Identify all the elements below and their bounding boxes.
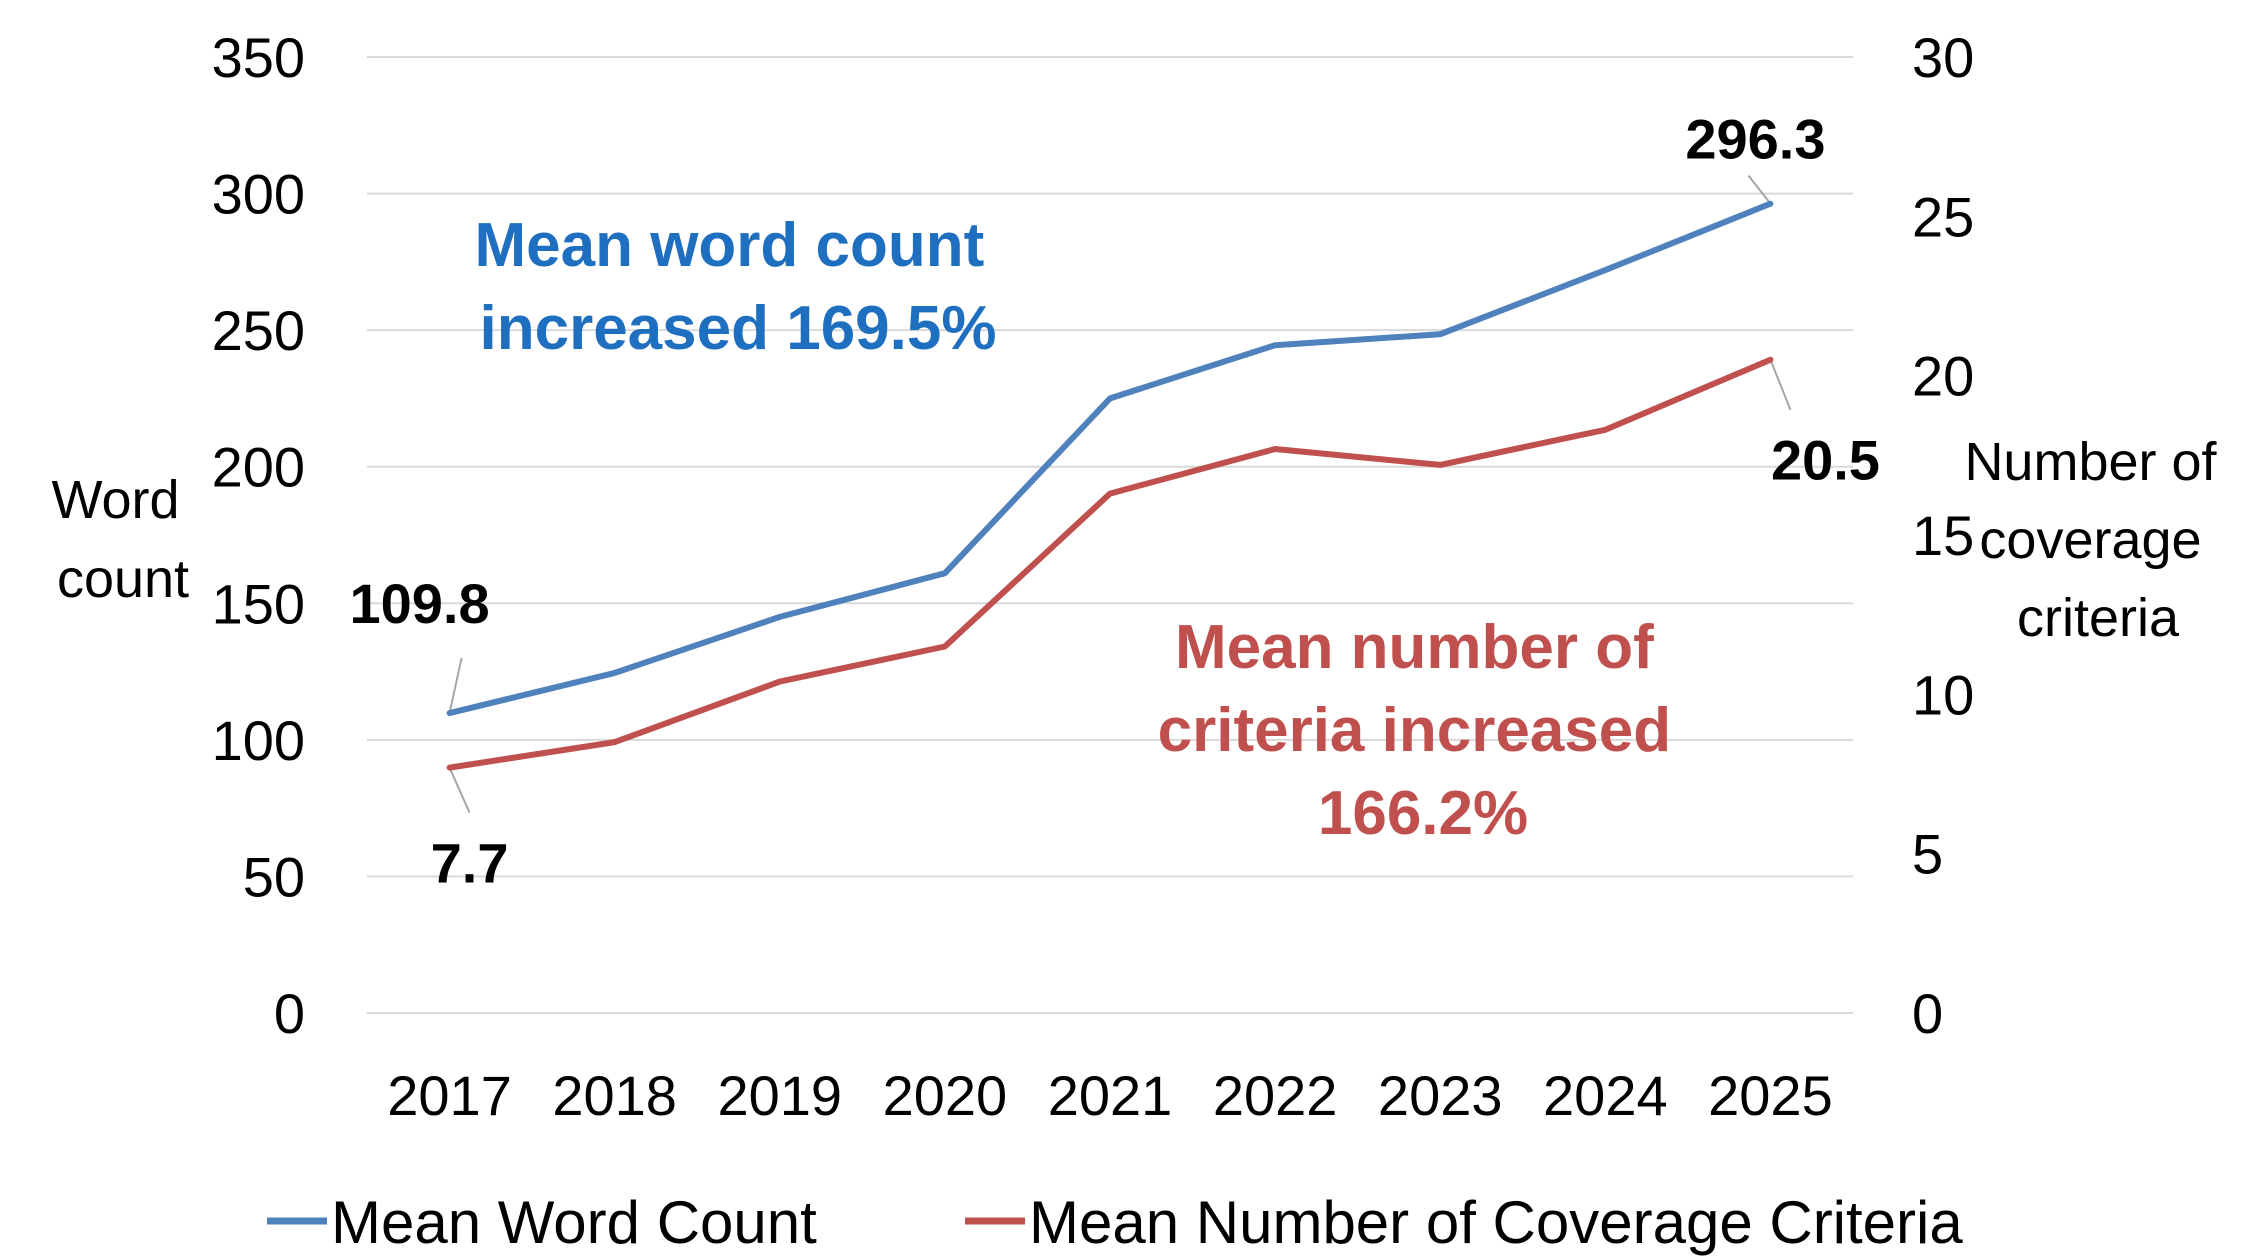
legend: Mean Word Count Mean Number of Coverage … — [267, 1189, 1963, 1256]
y-right-axis-title: Number of coverage criteria — [1964, 432, 2231, 648]
x-tick-label: 2022 — [1213, 1064, 1338, 1127]
y-left-tick-label: 300 — [212, 163, 305, 226]
x-tick-label: 2018 — [552, 1064, 677, 1127]
x-tick-labels: 2017 2018 2019 2020 2021 2022 2023 2024 2025 — [387, 1064, 1832, 1127]
series-line-0 — [446, 200, 1774, 717]
data-label: 20.5 — [1771, 429, 1880, 492]
y-right-tick-label: 25 — [1912, 185, 1974, 248]
x-tick-label: 2024 — [1543, 1064, 1668, 1127]
criteria-annotation: Mean number of criteria increased 166.2% — [1158, 613, 1689, 848]
series-1-point — [1107, 491, 1113, 497]
series-0-point — [1767, 201, 1773, 207]
y-right-tick-label: 20 — [1912, 345, 1974, 408]
y-left-tick-labels: 0 50 100 150 200 250 300 350 — [212, 26, 305, 1045]
y-left-tick-label: 350 — [212, 26, 305, 89]
data-labels: 109.8 296.3 7.7 20.5 — [349, 108, 1879, 895]
x-tick-label: 2017 — [387, 1064, 512, 1127]
series-0-point — [1107, 395, 1113, 401]
series-1-point — [1437, 462, 1443, 468]
series-0-point — [1602, 267, 1608, 273]
x-tick-label: 2020 — [883, 1064, 1008, 1127]
y-left-tick-label: 100 — [212, 709, 305, 772]
series-1-point — [1602, 427, 1608, 433]
leader-line — [1769, 359, 1792, 411]
series-line-1 — [446, 356, 1774, 771]
series-1-point — [1767, 357, 1773, 363]
leader-line — [448, 767, 471, 814]
series-lines — [446, 200, 1774, 771]
series-1-point — [942, 644, 948, 650]
y-left-tick-label: 200 — [212, 436, 305, 499]
x-tick-label: 2019 — [717, 1064, 842, 1127]
y-right-tick-label: 30 — [1912, 26, 1974, 89]
series-1-point — [777, 679, 783, 685]
x-tick-label: 2021 — [1048, 1064, 1173, 1127]
word-count-annotation: Mean word count increased 169.5% — [474, 211, 1001, 363]
y-right-tick-label: 15 — [1912, 504, 1974, 567]
y-left-tick-label: 50 — [243, 845, 305, 908]
x-tick-label: 2025 — [1708, 1064, 1833, 1127]
gridlines — [367, 56, 1853, 1014]
data-label: 296.3 — [1685, 108, 1825, 171]
data-label: 109.8 — [349, 572, 489, 635]
series-0-point — [1437, 331, 1443, 337]
x-tick-label: 2023 — [1378, 1064, 1503, 1127]
y-left-axis-title: Word count — [51, 470, 194, 609]
y-left-tick-label: 250 — [212, 299, 305, 362]
y-right-tick-labels: 0 5 10 15 20 25 30 — [1912, 26, 1974, 1045]
series-0-point — [447, 710, 453, 716]
data-label-leader-lines — [448, 175, 1792, 814]
series-0-point — [1272, 342, 1278, 348]
series-1-point — [1272, 446, 1278, 452]
leader-line — [1747, 175, 1772, 205]
legend-label-word-count: Mean Word Count — [331, 1189, 817, 1256]
y-right-tick-label: 5 — [1912, 823, 1943, 886]
data-label: 7.7 — [431, 832, 509, 895]
y-left-tick-label: 150 — [212, 572, 305, 635]
series-1-point — [447, 765, 453, 771]
series-1-point — [612, 739, 618, 745]
y-left-tick-label: 0 — [274, 982, 305, 1045]
series-0-point — [777, 614, 783, 620]
leader-line — [448, 657, 463, 714]
y-right-tick-label: 0 — [1912, 982, 1943, 1045]
series-0-point — [612, 670, 618, 676]
y-right-tick-label: 10 — [1912, 663, 1974, 726]
legend-label-criteria: Mean Number of Coverage Criteria — [1029, 1189, 1963, 1256]
series-0-point — [942, 570, 948, 576]
